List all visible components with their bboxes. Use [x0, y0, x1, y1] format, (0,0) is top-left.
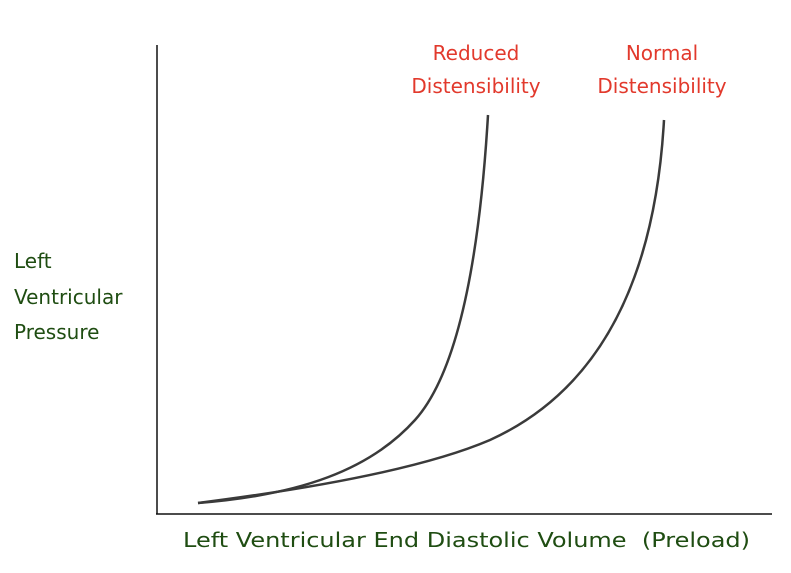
reduced-curve: [197, 114, 490, 505]
curve-label: Normal: [626, 41, 698, 65]
y-axis-label: Pressure: [14, 320, 99, 344]
x-axis-label: Left Ventricular End Diastolic Volume (P…: [183, 528, 750, 552]
normal-curve: [197, 119, 666, 505]
curve-label: Distensibility: [411, 74, 540, 98]
curve-label: Distensibility: [597, 74, 726, 98]
y-axis-label: Left: [14, 249, 52, 273]
y-axis-label: Ventricular: [14, 285, 123, 309]
curve-label: Reduced: [433, 41, 520, 65]
